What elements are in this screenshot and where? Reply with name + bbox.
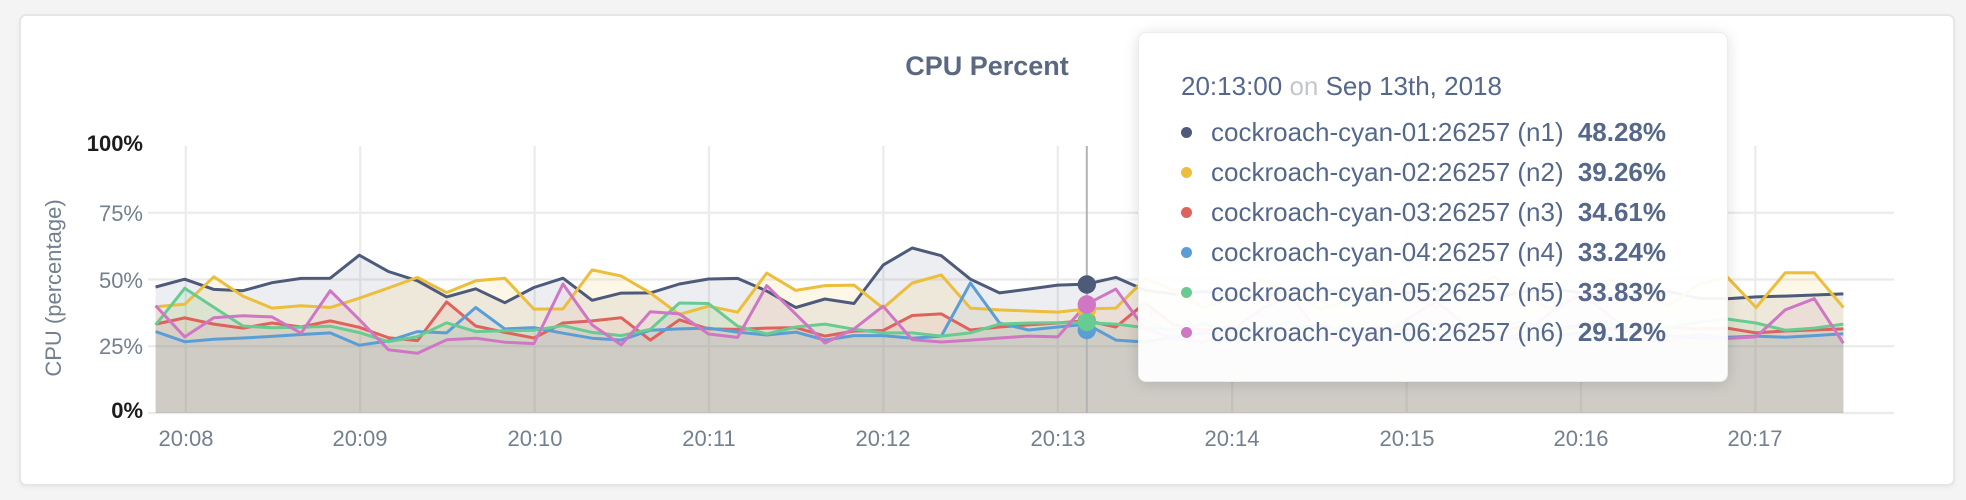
svg-text:75%: 75% <box>99 201 143 226</box>
svg-text:20:16: 20:16 <box>1553 426 1608 451</box>
svg-text:CPU (percentage): CPU (percentage) <box>41 199 66 376</box>
svg-text:25%: 25% <box>99 334 143 359</box>
svg-text:20:14: 20:14 <box>1204 426 1259 451</box>
svg-text:20:13: 20:13 <box>1030 426 1085 451</box>
svg-text:20:12: 20:12 <box>855 426 910 451</box>
svg-text:20:10: 20:10 <box>507 426 562 451</box>
svg-text:50%: 50% <box>99 268 143 293</box>
svg-text:20:08: 20:08 <box>158 426 213 451</box>
svg-text:20:15: 20:15 <box>1379 426 1434 451</box>
svg-text:20:11: 20:11 <box>682 426 735 451</box>
svg-text:20:17: 20:17 <box>1727 426 1782 451</box>
svg-text:20:09: 20:09 <box>332 426 387 451</box>
svg-text:100%: 100% <box>87 131 143 156</box>
svg-text:0%: 0% <box>111 398 143 423</box>
